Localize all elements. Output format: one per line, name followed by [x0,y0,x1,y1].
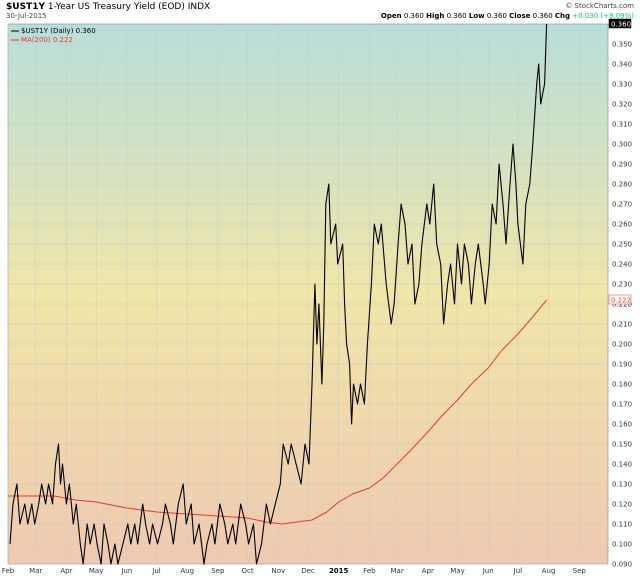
symbol-name: 1-Year US Treasury Yield (EOD) INDX [47,2,211,12]
last-price-label-box [608,18,632,29]
y-tick-label: 0.240 [612,261,632,269]
chart-header: $UST1Y 1-Year US Treasury Yield (EOD) IN… [0,0,640,24]
price-line [9,23,548,565]
x-tick-label: Sep [573,567,587,575]
x-tick-label: Mar [29,567,42,575]
y-tick-label: 0.280 [612,181,632,189]
x-tick-label: Jun [482,567,494,575]
watermark: © StockCharts.com [565,2,634,10]
y-tick-label: 0.260 [612,221,632,229]
ohlc-readout: Open 0.360 High 0.360 Low 0.360 Close 0.… [381,12,634,20]
x-tick-label: Feb [363,567,376,575]
y-tick-label: 0.110 [612,521,632,529]
y-tick-label: 0.120 [612,501,632,509]
price-series [9,23,548,565]
y-tick-label: 0.310 [612,121,632,129]
x-tick-label: Oct [242,567,254,575]
x-tick-label: Nov [271,567,285,575]
y-tick-label: 0.160 [612,421,632,429]
y-tick-label: 0.200 [612,341,632,349]
last-ma-label: 0.222 [611,297,631,305]
y-tick-label: 0.180 [612,381,632,389]
open-label: Open [380,12,402,20]
low-value: 0.360 [486,12,507,20]
y-tick-label: 0.340 [612,61,632,69]
x-tick-label: Dec [301,567,315,575]
chart-date: 30-Jul-2015 [6,12,47,20]
y-tick-label: 0.100 [612,541,632,549]
last-price-label: 0.360 [611,21,631,29]
grid [7,24,608,565]
y-tick-label: 0.300 [612,141,632,149]
y-tick-label: 0.290 [612,161,632,169]
symbol: $UST1Y [6,2,45,12]
legend-price: $UST1Y (Daily) 0.360 [21,27,96,35]
y-tick-label: 0.150 [612,441,632,449]
legend: $UST1Y (Daily) 0.360 MA(200) 0.222 [11,27,96,44]
high-value: 0.360 [446,12,467,20]
y-tick-label: 0.270 [612,201,632,209]
x-axis: Feb Mar Apr May Jun Jul Aug Sep Oct Nov Dec 2015 Feb… [2,567,587,575]
x-tick-label: Jul [513,567,523,575]
y-tick-label: 0.210 [612,321,632,329]
last-ma-label-box [608,294,632,305]
x-tick-label: May [89,567,103,575]
open-value: 0.360 [403,12,424,20]
y-tick-label: 0.330 [612,81,632,89]
ma-series [7,299,547,525]
x-tick-label: 2015 [329,567,349,575]
x-tick-label: Apr [60,567,72,575]
y-tick-label: 0.320 [612,101,632,109]
chg-value: +0.030 (+9.09%) [572,12,634,20]
y-tick-label: 0.130 [612,481,632,489]
x-tick-label: Aug [180,567,194,575]
y-axis: 0.090 0.100 0.110 0.120 0.130 0.140 0.150 0.160… [612,41,632,569]
x-tick-label: Jul [151,567,161,575]
low-label: Low [468,12,485,20]
y-tick-label: 0.090 [612,561,632,569]
chg-label: Chg [554,12,571,20]
y-tick-label: 0.250 [612,241,632,249]
y-tick-label: 0.350 [612,41,632,49]
y-tick-label: 0.220 [612,301,632,309]
y-tick-label: 0.170 [612,401,632,409]
x-tick-label: Sep [211,567,225,575]
x-tick-label: Jun [120,567,132,575]
high-label: High [426,12,445,20]
y-tick-label: 0.190 [612,361,632,369]
last-value-labels: 0.360 0.222 [608,18,632,305]
x-tick-label: Apr [422,567,434,575]
x-tick-label: Mar [390,567,403,575]
close-label: Close [509,12,531,20]
close-value: 0.360 [532,12,553,20]
x-tick-label: Feb [2,567,15,575]
x-tick-label: May [450,567,464,575]
y-tick-label: 0.230 [612,281,632,289]
y-tick-label: 0.140 [612,461,632,469]
legend-ma: MA(200) 0.222 [21,36,73,44]
chart-title: $UST1Y 1-Year US Treasury Yield (EOD) IN… [6,2,210,12]
ma200-line [8,299,547,525]
x-tick-label: Aug [542,567,556,575]
